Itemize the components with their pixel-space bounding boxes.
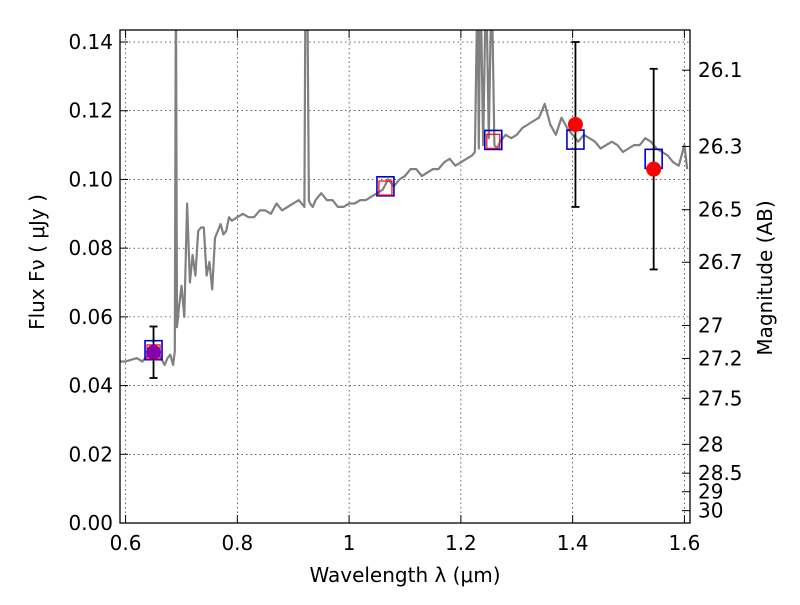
x-tick-label: 1.6 xyxy=(669,531,701,555)
mag-tick-label: 26.3 xyxy=(698,134,743,158)
y-tick-label: 0.00 xyxy=(68,511,113,535)
y-tick-label: 0.08 xyxy=(68,236,113,260)
y-tick-label: 0.10 xyxy=(68,167,113,191)
mag-tick-label: 29 xyxy=(698,480,723,504)
x-tick-label: 1 xyxy=(343,531,356,555)
model-point-inner xyxy=(378,180,393,196)
observed-point xyxy=(567,116,583,132)
ticks: 0.6 0.8 1 1.2 1.4 1.6 0.00 0.02 0.04 0.06 0.08 0.10… xyxy=(68,30,743,555)
mag-tick-label: 28 xyxy=(698,432,723,456)
model-point-square xyxy=(483,129,503,151)
mag-tick-label: 27.2 xyxy=(698,346,743,370)
y-axis-label: Flux Fν ( μJy ) xyxy=(25,194,49,330)
y-tick-label: 0.12 xyxy=(68,99,113,123)
points-layer xyxy=(144,41,663,379)
x-tick-label: 0.6 xyxy=(110,531,142,555)
spectrum-layer xyxy=(120,30,689,367)
mag-tick-label: 26.1 xyxy=(698,58,743,82)
mag-tick-label: 27 xyxy=(698,313,723,337)
observed-point xyxy=(146,344,162,360)
model-point-square xyxy=(376,176,395,197)
mag-tick-label: 26.7 xyxy=(698,250,743,274)
mag-tick-label: 26.5 xyxy=(698,198,743,222)
observed-point xyxy=(646,161,662,177)
x-tick-label: 1.4 xyxy=(557,531,589,555)
mag-tick-label: 27.5 xyxy=(698,386,743,410)
x-tick-label: 0.8 xyxy=(221,531,253,555)
plot-frame xyxy=(119,29,691,524)
y-tick-label: 0.14 xyxy=(68,30,113,54)
mag-tick-label: 28.5 xyxy=(698,461,743,485)
model-point-inner xyxy=(486,133,501,149)
y-right-axis-label: Magnitude (AB) xyxy=(753,200,777,355)
x-axis-label: Wavelength λ (μm) xyxy=(309,563,500,587)
plot-background xyxy=(120,30,690,523)
y-tick-label: 0.06 xyxy=(68,305,113,329)
x-tick-label: 1.2 xyxy=(445,531,477,555)
y-tick-label: 0.02 xyxy=(68,442,113,466)
y-tick-label: 0.04 xyxy=(68,374,113,398)
mag-tick-label: 30 xyxy=(698,499,723,523)
spectrum-line xyxy=(120,30,689,367)
